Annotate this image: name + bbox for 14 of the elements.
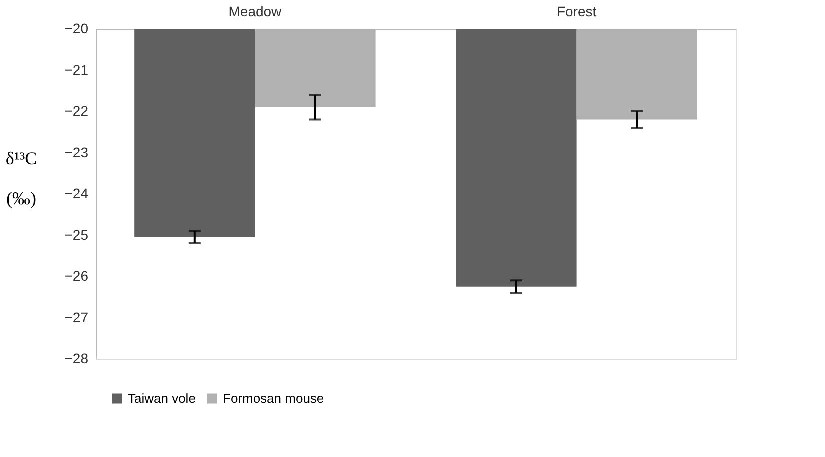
- y-tick-label: −27: [64, 309, 89, 326]
- legend-label: Formosan mouse: [223, 390, 324, 406]
- y-tick-label: −24: [64, 186, 89, 202]
- y-tick-label: −26: [64, 268, 89, 284]
- legend-label: Taiwan vole: [128, 390, 196, 406]
- y-axis-title: δ¹³C (‰): [6, 148, 38, 208]
- x-tick-label: Forest: [556, 4, 597, 20]
- y-tick-label: −23: [64, 144, 89, 160]
- y-tick-label: −28: [64, 350, 89, 366]
- y-tick-label: −21: [64, 62, 89, 78]
- y-tick-label: −25: [64, 226, 89, 243]
- y-tick-label: −22: [64, 103, 89, 119]
- x-tick-label: Meadow: [228, 4, 283, 20]
- y-tick-label: −20: [64, 20, 89, 36]
